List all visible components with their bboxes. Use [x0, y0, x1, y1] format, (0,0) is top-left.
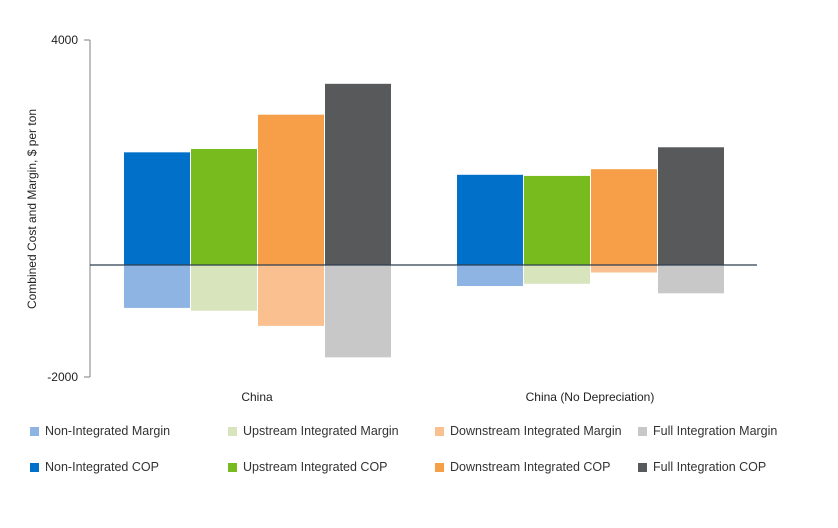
y-axis-title: Combined Cost and Margin, $ per ton: [25, 109, 39, 309]
legend-label: Upstream Integrated COP: [243, 460, 388, 474]
legend-row-cop: Non-Integrated COP Upstream Integrated C…: [22, 460, 822, 496]
legend-item-full-integration-margin: Full Integration Margin: [638, 424, 777, 438]
bar-non-integrated-margin-china: [124, 264, 190, 308]
legend-item-downstream-integrated-margin: Downstream Integrated Margin: [435, 424, 622, 438]
legend-item-upstream-integrated-margin: Upstream Integrated Margin: [228, 424, 399, 438]
y-tick-label-bottom: -2000: [47, 370, 78, 384]
bar-downstream-integrated-cop-china-no-depreciation: [591, 169, 657, 265]
legend-label: Downstream Integrated Margin: [450, 424, 622, 438]
bar-non-integrated-margin-china-no-depreciation: [457, 264, 523, 287]
legend: Non-Integrated Margin Upstream Integrate…: [22, 424, 822, 496]
legend-swatch: [30, 462, 39, 472]
bar-full-integration-margin-china: [325, 264, 391, 358]
bar-upstream-integrated-margin-china: [191, 264, 257, 311]
bar-downstream-integrated-cop-china: [258, 114, 324, 265]
bar-full-integration-margin-china-no-depreciation: [658, 264, 724, 294]
legend-swatch: [30, 426, 39, 436]
bar-upstream-integrated-cop-china: [191, 148, 257, 265]
bar-downstream-integrated-margin-china-no-depreciation: [591, 264, 657, 273]
legend-label: Upstream Integrated Margin: [243, 424, 399, 438]
legend-swatch: [228, 426, 237, 436]
legend-item-upstream-integrated-cop: Upstream Integrated COP: [228, 460, 388, 474]
legend-label: Full Integration COP: [653, 460, 767, 474]
legend-swatch: [435, 462, 444, 472]
bar-downstream-integrated-margin-china: [258, 264, 324, 326]
legend-swatch: [228, 462, 237, 472]
legend-label: Full Integration Margin: [653, 424, 778, 438]
legend-swatch: [435, 426, 444, 436]
bar-full-integration-cop-china-no-depreciation: [658, 147, 724, 265]
legend-swatch: [638, 426, 647, 436]
legend-row-margin: Non-Integrated Margin Upstream Integrate…: [22, 424, 822, 460]
legend-label: Downstream Integrated COP: [450, 460, 611, 474]
legend-item-downstream-integrated-cop: Downstream Integrated COP: [435, 460, 611, 474]
legend-swatch: [638, 462, 647, 472]
legend-item-non-integrated-margin: Non-Integrated Margin: [30, 424, 170, 438]
bar-upstream-integrated-cop-china-no-depreciation: [524, 175, 590, 265]
legend-label: Non-Integrated Margin: [45, 424, 171, 438]
legend-item-full-integration-cop: Full Integration COP: [638, 460, 766, 474]
legend-item-non-integrated-cop: Non-Integrated COP: [30, 460, 159, 474]
bar-full-integration-cop-china: [325, 83, 391, 265]
bar-non-integrated-cop-china: [124, 152, 190, 265]
bars-group: [124, 83, 724, 358]
legend-label: Non-Integrated COP: [45, 460, 159, 474]
bar-upstream-integrated-margin-china-no-depreciation: [524, 264, 590, 284]
x-category-label-china: China: [241, 390, 273, 404]
bar-non-integrated-cop-china-no-depreciation: [457, 174, 523, 265]
x-category-label-china-no-depreciation: China (No Depreciation): [526, 390, 655, 404]
y-tick-label-top: 4000: [51, 33, 78, 47]
chart: 4000 -2000 China China (No Depreciation)…: [25, 33, 757, 404]
